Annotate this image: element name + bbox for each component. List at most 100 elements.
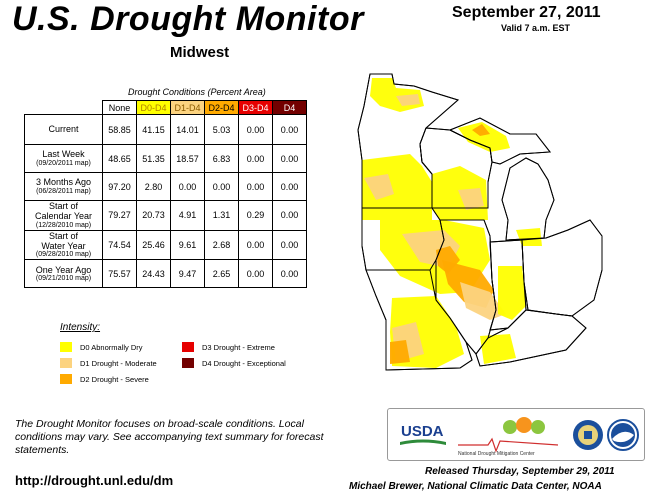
table-cell: 6.83	[204, 144, 239, 173]
row-label: Current	[24, 114, 103, 145]
legend-item-d0: D0 Abnormally Dry	[60, 342, 143, 352]
table-cell: 58.85	[102, 114, 137, 145]
legend-label: D0 Abnormally Dry	[80, 342, 143, 352]
ndmc-tree-icon	[503, 420, 517, 434]
legend-label: D4 Drought - Exceptional	[202, 358, 286, 368]
legend-item-d1: D1 Drought - Moderate	[60, 358, 157, 368]
legend-label: D2 Drought - Severe	[80, 374, 149, 384]
table-cell: 0.00	[272, 259, 307, 289]
table-cell: 1.31	[204, 200, 239, 231]
border-ohio	[521, 219, 603, 317]
region-name: Midwest	[170, 44, 230, 61]
commerce-seal-icon	[573, 420, 603, 450]
usda-logo: USDA	[400, 421, 446, 445]
table-cell: 25.46	[136, 229, 171, 261]
table-cell: 74.54	[102, 229, 137, 261]
legend-swatch	[60, 342, 72, 352]
border-missouri	[365, 269, 473, 371]
table-cell: 2.68	[204, 229, 239, 261]
table-cell: 75.57	[102, 259, 137, 289]
table-cell: 5.03	[204, 114, 239, 145]
map-date: September 27, 2011	[452, 4, 601, 21]
ndmc-logo: National Drought Mitigation Center	[458, 417, 559, 457]
row-label-line: Calendar Year	[34, 211, 93, 222]
table-cell: 14.01	[170, 114, 205, 145]
table-cell: 51.35	[136, 144, 171, 173]
table-cell: 0.00	[204, 172, 239, 201]
column-header: D3-D4	[238, 100, 273, 115]
table-row: Start of Water Year (09/28/2010 map) 74.54 2…	[24, 229, 307, 261]
table-cell: 4.91	[170, 200, 205, 231]
drought-conditions-table: None D0-D4 D1-D4 D2-D4 D3-D4 D4 Current 5…	[24, 100, 307, 289]
column-header: D0-D4	[136, 100, 171, 115]
area-d1-wi	[458, 188, 484, 210]
table-cell: 0.00	[238, 259, 273, 289]
row-label-line: Current	[48, 124, 79, 135]
row-label: Last Week (09/20/2011 map)	[24, 144, 103, 173]
noaa-logo-bird	[612, 431, 634, 443]
table-cell: 0.00	[238, 144, 273, 173]
table-cell: 9.61	[170, 229, 205, 261]
legend-swatch	[60, 358, 72, 368]
row-label-date: (12/28/2010 map)	[35, 221, 92, 229]
row-label-date: (09/21/2010 map)	[35, 275, 92, 283]
legend-swatch	[182, 358, 194, 368]
table-row: 3 Months Ago (06/28/2011 map) 97.20 2.80 0.0…	[24, 172, 307, 201]
table-cell: 0.00	[272, 144, 307, 173]
table-header-row: None D0-D4 D1-D4 D2-D4 D3-D4 D4	[25, 100, 307, 115]
table-cell: 18.57	[170, 144, 205, 173]
legend-swatch	[60, 374, 72, 384]
area-d2-up	[472, 124, 490, 136]
midwest-drought-map	[357, 73, 603, 371]
row-label-line: Water Year	[41, 241, 86, 252]
table-cell: 0.00	[238, 172, 273, 201]
area-d0-in	[498, 266, 526, 320]
area-d2-mo	[390, 340, 410, 364]
column-header: D4	[272, 100, 307, 115]
row-label-line: Last Week	[42, 149, 85, 160]
table-cell: 41.15	[136, 114, 171, 145]
table-cell: 48.65	[102, 144, 137, 173]
table-row: Start of Calendar Year (12/28/2010 map) 79.…	[24, 200, 307, 231]
page-title: U.S. Drought Monitor	[12, 0, 364, 38]
table-cell: 97.20	[102, 172, 137, 201]
row-label-line: Start of	[48, 230, 78, 241]
column-header: D2-D4	[204, 100, 239, 115]
table-cell: 0.00	[170, 172, 205, 201]
table-cell: 20.73	[136, 200, 171, 231]
table-cell: 0.00	[272, 172, 307, 201]
ndmc-line-icon	[458, 437, 559, 453]
table-cell: 0.00	[272, 200, 307, 231]
area-d0-up	[458, 122, 510, 152]
table-cell: 0.00	[272, 229, 307, 261]
border-michigan-lp	[501, 157, 555, 241]
column-header: D1-D4	[170, 100, 205, 115]
usda-logo-text: USDA	[401, 423, 444, 440]
area-d1-mn-south	[364, 174, 394, 200]
commerce-seal-shield	[584, 431, 592, 439]
legend-swatch	[182, 342, 194, 352]
table-row: Last Week (09/20/2011 map) 48.65 51.35 18.57…	[24, 144, 307, 173]
table-cell: 2.80	[136, 172, 171, 201]
row-label-date: (09/20/2011 map)	[36, 159, 91, 167]
column-header: None	[102, 100, 137, 115]
website-link[interactable]: http://drought.unl.edu/dm	[15, 473, 174, 488]
drought-areas	[362, 78, 542, 368]
area-d1-mn-north	[396, 94, 420, 106]
logo-strip: USDA National Drought Mitigation Center	[400, 417, 639, 457]
disclaimer-note: The Drought Monitor focuses on broad-sca…	[15, 418, 324, 456]
row-label: One Year Ago (09/21/2010 map)	[24, 259, 103, 289]
row-label-line: 3 Months Ago	[35, 177, 92, 188]
usda-logo-bg	[400, 421, 446, 443]
table-cell: 0.00	[272, 114, 307, 145]
state-borders	[357, 73, 603, 371]
table-caption: Drought Conditions (Percent Area)	[128, 87, 266, 97]
ndmc-tree-icon	[531, 420, 545, 434]
agency-logos: USDA National Drought Mitigation Center	[387, 408, 645, 461]
legend-item-d3: D3 Drought - Extreme	[182, 342, 275, 352]
legend-label: D1 Drought - Moderate	[80, 358, 157, 368]
area-d0-mn-south	[362, 154, 432, 220]
table-cell: 24.43	[136, 259, 171, 289]
table-cell: 2.65	[204, 259, 239, 289]
ndmc-logo-text: National Drought Mitigation Center	[458, 451, 535, 457]
